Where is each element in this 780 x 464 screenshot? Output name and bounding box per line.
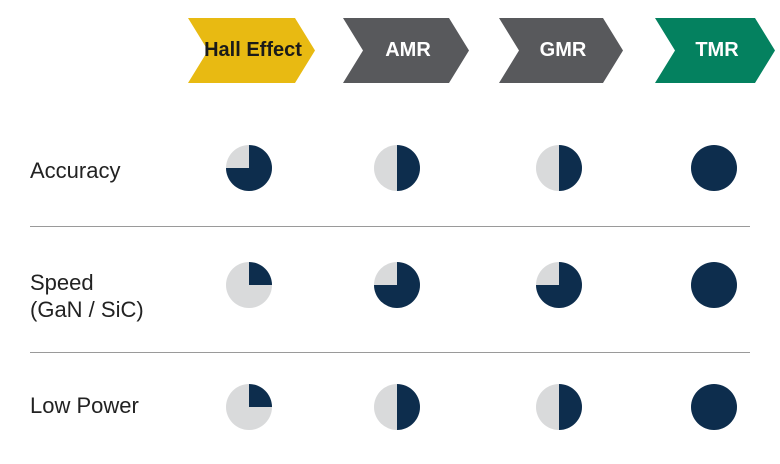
svg-text:Hall Effect: Hall Effect: [204, 39, 302, 61]
svg-text:GMR: GMR: [540, 39, 587, 61]
svg-text:AMR: AMR: [385, 39, 431, 61]
svg-text:TMR: TMR: [695, 39, 739, 61]
